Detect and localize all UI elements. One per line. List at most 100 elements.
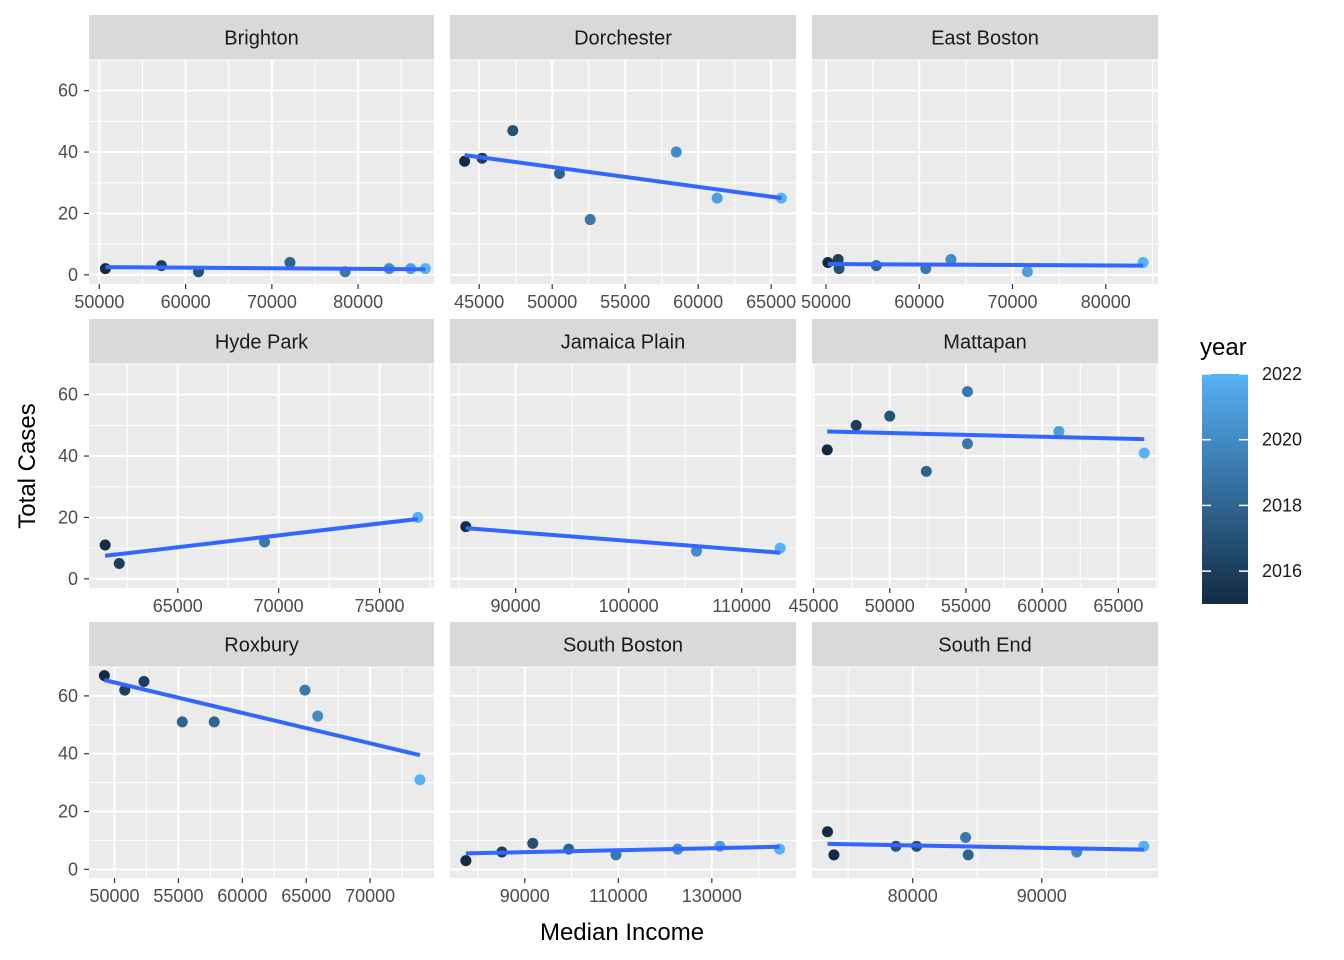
x-tick-label: 55000 — [941, 596, 991, 616]
y-axis-title: Total Cases — [14, 403, 41, 528]
x-tick-label: 80000 — [888, 886, 938, 906]
facet-strip — [89, 319, 434, 364]
trend-line — [827, 429, 1145, 442]
trend-line — [465, 844, 780, 856]
data-point — [711, 192, 723, 204]
facet-strip-label: Roxbury — [224, 635, 298, 657]
facet-strip-label: Dorchester — [574, 28, 672, 50]
x-tick-label: 65000 — [281, 886, 331, 906]
panel-jamaica-plain: Jamaica Plain 90000 100000 110000 — [450, 319, 796, 616]
color-legend: year 2016 2018 2020 2022 — [1200, 334, 1302, 604]
panel-mattapan: Mattapan 45000 50000 55000 60000 65000 — [788, 319, 1158, 616]
x-tick-label: 65000 — [746, 292, 796, 312]
facet-strip-label: East Boston — [931, 28, 1039, 50]
facet-strip — [450, 15, 796, 60]
facet-strip — [89, 622, 434, 667]
trend-line — [105, 265, 426, 272]
x-tick-label: 45000 — [788, 596, 838, 616]
legend-ticks: 2016 2018 2020 2022 — [1202, 364, 1302, 581]
x-tick-label: 50000 — [865, 596, 915, 616]
data-point — [962, 849, 974, 861]
facet-strip — [89, 15, 434, 60]
legend-title: year — [1200, 334, 1247, 361]
panel-background — [89, 364, 434, 588]
x-tick-label: 70000 — [254, 596, 304, 616]
x-tick-label: 90000 — [1017, 886, 1067, 906]
y-tick-label: 60 — [58, 81, 78, 101]
trend-line — [103, 678, 421, 758]
data-point — [920, 465, 932, 477]
data-point — [884, 410, 896, 422]
y-tick-label: 60 — [58, 686, 78, 706]
legend-colorbar — [1202, 374, 1248, 604]
x-tick-label: 75000 — [354, 596, 404, 616]
panel-east-boston: East Boston 50000 60000 70000 80000 — [801, 15, 1158, 312]
data-point — [670, 146, 682, 158]
panel-south-end: South End 80000 90000 — [812, 622, 1158, 906]
data-point — [459, 155, 471, 167]
data-point — [284, 257, 296, 269]
facet-strip — [450, 319, 796, 364]
data-point — [821, 444, 833, 456]
panel-background — [89, 60, 434, 284]
data-point — [945, 253, 957, 265]
data-point — [690, 545, 702, 557]
data-point — [961, 438, 973, 450]
trend-line — [464, 153, 782, 201]
y-tick-label: 20 — [58, 203, 78, 223]
data-point — [1138, 447, 1150, 459]
facet-strip-label: South Boston — [563, 635, 683, 657]
data-point — [507, 125, 519, 137]
x-tick-label: 65000 — [1093, 596, 1143, 616]
x-tick-label: 60000 — [894, 292, 944, 312]
panel-background — [450, 667, 796, 878]
x-tick-label: 70000 — [987, 292, 1037, 312]
facet-panels: Brighton 50000 60000 70000 80000 0 20 40 60 Dorch… — [58, 15, 1158, 906]
data-point — [850, 419, 862, 431]
panel-south-boston: South Boston 90000 110000 130000 — [450, 622, 796, 906]
x-tick-label: 50000 — [74, 292, 124, 312]
facet-strip — [812, 15, 1158, 60]
data-point — [138, 675, 150, 687]
facet-strip — [450, 622, 796, 667]
data-point — [960, 832, 972, 844]
panel-background — [450, 60, 796, 284]
data-point — [584, 214, 596, 226]
data-point — [1053, 426, 1065, 438]
x-tick-label: 110000 — [589, 886, 648, 906]
data-point — [299, 684, 311, 696]
x-tick-label: 55000 — [153, 886, 203, 906]
x-axis-title: Median Income — [540, 919, 704, 946]
facet-strip — [812, 319, 1158, 364]
facet-strip — [812, 622, 1158, 667]
data-point — [113, 557, 125, 569]
data-point — [312, 710, 324, 722]
data-point — [414, 774, 426, 786]
facet-strip-label: Hyde Park — [215, 332, 309, 354]
data-point — [98, 670, 110, 682]
x-tick-label: 65000 — [153, 596, 203, 616]
x-tick-label: 60000 — [161, 292, 211, 312]
panel-background — [812, 364, 1158, 588]
panel-background — [89, 667, 434, 878]
x-tick-label: 110000 — [712, 596, 771, 616]
panel-background — [812, 60, 1158, 284]
x-tick-label: 80000 — [1081, 292, 1131, 312]
data-point — [460, 855, 472, 867]
x-tick-label: 100000 — [599, 596, 659, 616]
trend-line — [104, 516, 419, 558]
x-tick-label: 50000 — [527, 292, 577, 312]
data-point — [99, 539, 111, 551]
y-tick-label: 60 — [58, 385, 78, 405]
trend-line — [827, 841, 1144, 852]
data-point — [821, 826, 833, 838]
legend-tick-label: 2020 — [1262, 430, 1302, 450]
data-point — [208, 716, 220, 728]
x-tick-label: 60000 — [673, 292, 723, 312]
x-tick-label: 70000 — [247, 292, 297, 312]
x-tick-label: 55000 — [600, 292, 650, 312]
data-point — [1021, 266, 1033, 278]
facet-strip-label: South End — [938, 635, 1031, 657]
data-point — [961, 386, 973, 398]
y-tick-label: 0 — [68, 265, 78, 285]
